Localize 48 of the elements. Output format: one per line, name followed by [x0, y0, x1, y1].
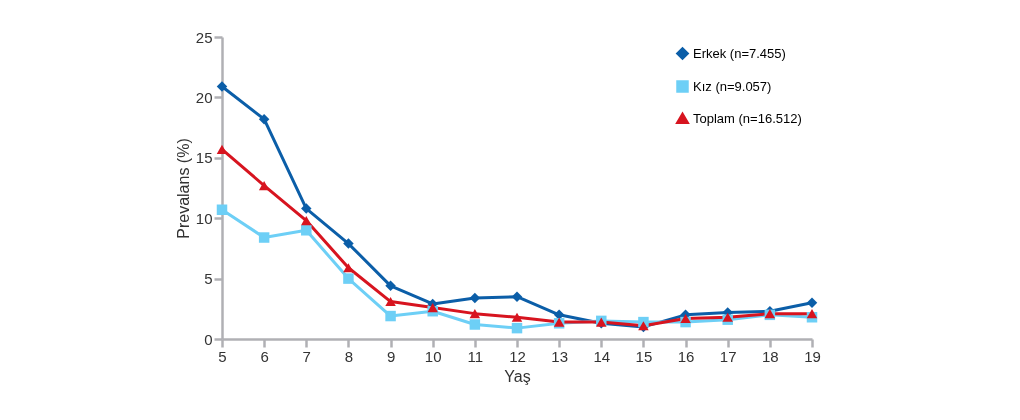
- point: [385, 310, 396, 322]
- x-tick-label: 19: [804, 347, 821, 365]
- point: [258, 232, 270, 243]
- point: [511, 291, 523, 302]
- y-tick-label: 25: [195, 28, 213, 46]
- x-tick-label: 10: [424, 347, 442, 365]
- point: [343, 238, 354, 249]
- x-tick-label: 15: [635, 347, 653, 365]
- x-tick-label: 18: [762, 347, 779, 365]
- x-tick-label: 7: [302, 347, 311, 365]
- x-tick-label: 5: [218, 347, 227, 365]
- point: [469, 309, 481, 319]
- legend-label: Erkek (n=7.455): [693, 45, 786, 61]
- x-tick-label: 11: [467, 347, 484, 365]
- point: [301, 203, 312, 214]
- point: [216, 81, 228, 92]
- point: [511, 312, 523, 322]
- y-tick-label: 0: [204, 330, 213, 348]
- x-tick-label: 14: [593, 347, 611, 365]
- y-tick-label: 20: [195, 88, 213, 106]
- x-tick-label: 17: [719, 347, 737, 365]
- point: [343, 273, 354, 284]
- y-axis-title: Prevalans (%): [174, 138, 192, 239]
- point: [343, 263, 354, 273]
- point: [216, 204, 228, 215]
- y-tick-label: 5: [204, 270, 213, 288]
- x-tick-label: 16: [677, 347, 695, 365]
- point: [301, 225, 312, 236]
- x-tick-label: 8: [344, 347, 354, 365]
- point: [385, 280, 396, 292]
- x-tick-label: 6: [260, 347, 269, 365]
- x-tick-label: 9: [386, 347, 396, 365]
- point: [511, 322, 523, 334]
- point: [385, 297, 396, 307]
- x-axis-title: Yaş: [504, 367, 531, 385]
- y-tick-label: 10: [195, 209, 213, 227]
- legend-label: Kız (n=9.057): [693, 78, 772, 94]
- point: [680, 313, 691, 323]
- x-tick-label: 13: [551, 347, 568, 365]
- point: [806, 309, 818, 319]
- point: [806, 297, 818, 308]
- x-tick-label: 12: [509, 347, 526, 365]
- point: [258, 113, 270, 125]
- point: [301, 216, 312, 226]
- point: [469, 319, 481, 330]
- point: [427, 303, 438, 313]
- y-tick-label: 15: [195, 149, 213, 167]
- legend-label: Toplam (n=16.512): [693, 110, 802, 126]
